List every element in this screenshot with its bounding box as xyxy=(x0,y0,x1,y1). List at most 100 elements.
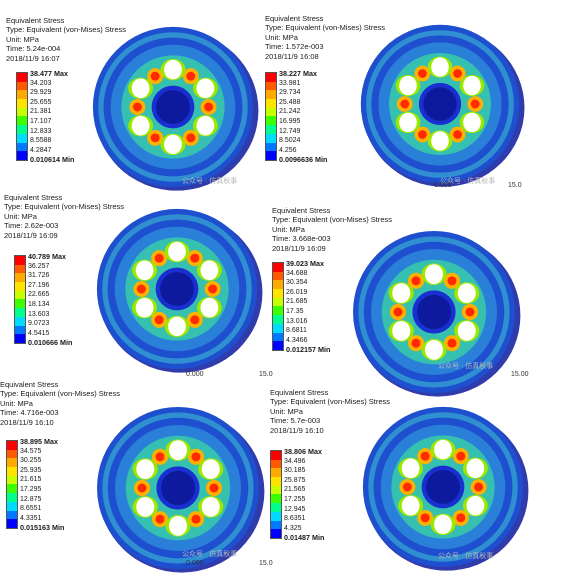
result-header: Equivalent Stress Type: Equivalent (von-M… xyxy=(270,388,390,435)
legend-value: 4.5415 xyxy=(28,329,50,337)
scale-label: 0.000 xyxy=(434,182,452,189)
legend-swatch xyxy=(17,125,27,134)
legend-swatch xyxy=(17,81,27,91)
header-line1: Equivalent Stress xyxy=(4,193,63,202)
legend-value: 0.010614 Min xyxy=(30,155,75,165)
legend-swatch xyxy=(17,151,27,160)
result-header: Equivalent Stress Type: Equivalent (von-M… xyxy=(4,193,124,240)
legend-value: 21.615 xyxy=(20,476,42,484)
legend-value: 39.023 Max xyxy=(286,259,324,268)
scale-label: 15.00 xyxy=(511,371,529,378)
wheel-stress-contour xyxy=(97,407,265,573)
scale-label: 15.0 xyxy=(259,560,273,567)
legend-value: 18.134 xyxy=(28,301,50,308)
watermark-text: 公众号 · 仿真秋事 xyxy=(440,178,496,185)
header-line5: 2018/11/9 16:09 xyxy=(272,243,326,253)
legend-value: 17.35 xyxy=(286,308,304,315)
header-line5: 2018/11/9 16:09 xyxy=(4,230,58,240)
result-header: Equivalent Stress Type: Equivalent (von-M… xyxy=(265,14,385,61)
header-line1: Equivalent Stress xyxy=(0,380,59,389)
header-line4: Time: 4.716e-003 xyxy=(0,408,59,418)
legend-value: 0.01487 Min xyxy=(284,533,325,543)
legend-swatch xyxy=(17,116,27,126)
legend-value: 25.875 xyxy=(284,476,306,484)
legend-value: 4.2847 xyxy=(30,146,52,154)
legend-swatch xyxy=(266,99,276,108)
legend-color-bar xyxy=(272,262,284,351)
legend-value: 26.019 xyxy=(286,288,308,296)
legend-value: 21.685 xyxy=(286,298,308,306)
legend-value: 9.0723 xyxy=(28,320,50,328)
legend-swatch xyxy=(7,510,17,520)
result-header: Equivalent Stress Type: Equivalent (von-M… xyxy=(272,206,392,253)
scale-label: 15.0 xyxy=(508,182,522,189)
legend-color-bar xyxy=(265,72,277,161)
header-line5: 2018/11/9 16:10 xyxy=(270,425,324,435)
legend-swatch xyxy=(15,273,25,283)
legend-swatch xyxy=(266,116,276,126)
legend-value: 12.749 xyxy=(279,127,301,135)
legend-value: 4.3351 xyxy=(20,514,42,522)
legend-value: 8.5024 xyxy=(279,137,301,145)
legend-value: 34.496 xyxy=(284,457,306,465)
legend-color-bar xyxy=(16,72,28,161)
legend-value: 13.603 xyxy=(28,310,50,318)
legend-value: 0.0096636 Min xyxy=(279,155,328,165)
legend-value: 29.929 xyxy=(30,89,52,97)
legend-swatch xyxy=(273,271,283,281)
header-line2: Type: Equivalent (von-Mises) Stress xyxy=(270,397,391,407)
legend-swatch xyxy=(15,316,25,326)
legend-value: 30.354 xyxy=(286,279,308,287)
legend-swatch xyxy=(273,323,283,333)
header-line1: Equivalent Stress xyxy=(6,16,65,25)
legend-swatch xyxy=(266,73,276,82)
legend-swatch xyxy=(15,256,25,265)
header-line2: Type: Equivalent (von-Mises) Stress xyxy=(265,23,386,33)
legend-swatch xyxy=(273,297,283,307)
legend-swatch xyxy=(15,264,25,274)
header-line5: 2018/11/9 16:10 xyxy=(0,417,54,427)
legend-value: 25.935 xyxy=(20,466,42,474)
legend-swatch xyxy=(15,299,25,309)
legend-swatch xyxy=(15,290,25,300)
legend-swatch xyxy=(273,289,283,298)
header-line3: Unit: MPa xyxy=(4,211,37,221)
legend-value: 12.875 xyxy=(20,495,42,503)
legend-swatch xyxy=(17,142,27,152)
legend-swatch xyxy=(15,282,25,291)
legend-value: 22.665 xyxy=(28,291,50,299)
legend-value: 34.688 xyxy=(286,269,308,277)
header-line5: 2018/11/9 16:08 xyxy=(265,51,319,61)
legend-swatch xyxy=(17,107,27,117)
header-line3: Unit: MPa xyxy=(0,398,33,408)
legend-swatch xyxy=(15,334,25,343)
legend-swatch xyxy=(17,133,27,143)
header-line5: 2018/11/9 16:07 xyxy=(6,53,60,63)
legend-value: 17.255 xyxy=(284,496,306,503)
legend-swatch xyxy=(273,306,283,316)
legend-swatch xyxy=(271,459,281,469)
wheel-stress-contour xyxy=(92,26,259,191)
legend-swatch xyxy=(273,280,283,290)
legend-value: 40.789 Max xyxy=(28,252,66,261)
legend-swatch xyxy=(7,501,17,511)
legend-value: 27.196 xyxy=(28,281,50,289)
legend-swatch xyxy=(7,519,17,528)
legend-value: 30.255 xyxy=(20,457,42,465)
legend-value: 38.477 Max xyxy=(30,69,68,78)
legend-swatch xyxy=(266,133,276,143)
header-line4: Time: 3.668e-003 xyxy=(272,234,331,244)
legend-value: 17.107 xyxy=(30,118,52,125)
header-line2: Type: Equivalent (von-Mises) Stress xyxy=(4,202,125,212)
legend-value: 12.833 xyxy=(30,127,52,135)
legend-value: 8.6811 xyxy=(286,327,307,335)
header-line3: Unit: MPa xyxy=(272,224,305,234)
header-line4: Time: 1.572e-003 xyxy=(265,42,324,52)
header-line1: Equivalent Stress xyxy=(272,206,331,215)
legend-value: 38.806 Max xyxy=(284,447,322,456)
watermark-text: 公众号 · 仿真秋事 xyxy=(182,178,238,185)
legend-value: 21.381 xyxy=(30,108,52,116)
legend-value: 29.734 xyxy=(279,89,301,97)
scale-label: 0.000 xyxy=(186,371,204,378)
header-line1: Equivalent Stress xyxy=(270,388,329,397)
